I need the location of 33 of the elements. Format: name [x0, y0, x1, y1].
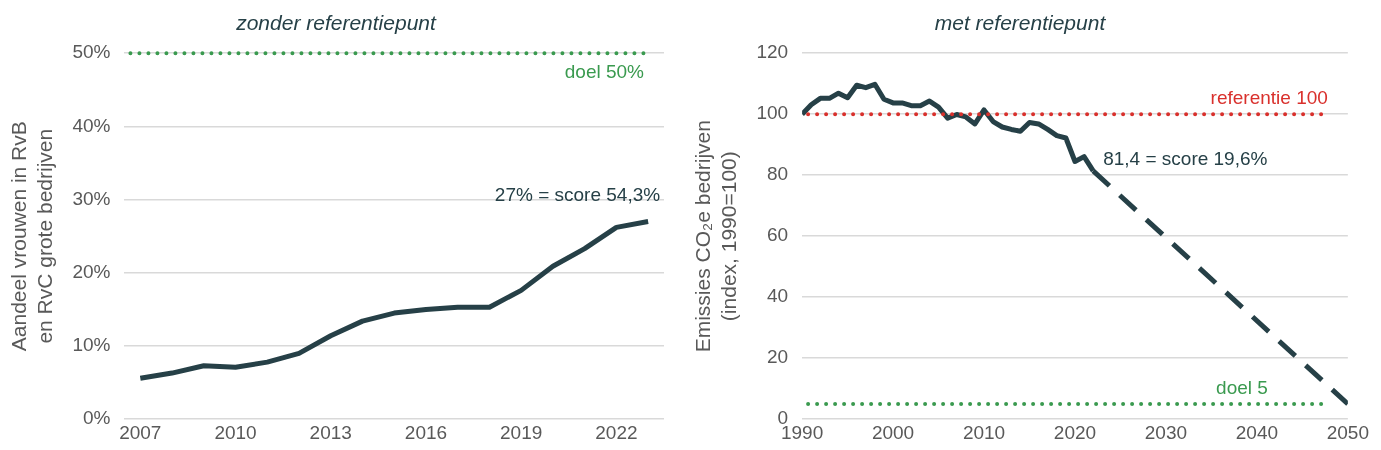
y-axis-title: Emissies CO₂e bedrijven (index, 1990=100) [691, 120, 740, 353]
y-tick-label: 40% [72, 114, 111, 136]
y-tick-label: 40 [766, 285, 789, 307]
y-tick-label: 30% [72, 187, 111, 209]
ref-line-label: doel 5 [1216, 376, 1268, 398]
x-tick-label: 2016 [404, 421, 448, 443]
y-tick-label: 10% [72, 334, 111, 356]
y-tick-label: 50% [72, 41, 111, 63]
y-tick-label: 100 [756, 102, 789, 124]
ref-line-label: referentie 100 [1210, 86, 1328, 108]
y-tick-label: 20 [766, 346, 789, 368]
x-tick-label: 2010 [214, 421, 257, 443]
y-tick-label: 60 [766, 224, 789, 246]
x-tick-label: 2022 [595, 421, 638, 443]
x-tick-label: 2010 [962, 421, 1006, 443]
y-tick-label: 20% [72, 261, 111, 283]
ref-line-label: doel 50% [564, 60, 645, 82]
chart-title: zonder referentiepunt [235, 11, 437, 35]
y-axis-title: Aandeel vrouwen in RvB en RvC grote bedrijven [7, 121, 56, 352]
x-tick-label: 2019 [500, 421, 543, 443]
y-tick-label: 120 [756, 41, 789, 63]
annotation: 27% = score 54,3% [494, 184, 661, 206]
x-tick-label: 2013 [309, 421, 352, 443]
x-tick-label: 2030 [1144, 421, 1188, 443]
chart-title: met referentiepunt [934, 11, 1107, 35]
x-tick-label: 2000 [871, 421, 915, 443]
x-tick-label: 2007 [119, 421, 162, 443]
annotation: 81,4 = score 19,6% [1103, 147, 1268, 169]
y-tick-label: 0% [82, 407, 111, 429]
x-tick-label: 2040 [1235, 421, 1279, 443]
x-tick-label: 2020 [1053, 421, 1097, 443]
y-tick-label: 80 [766, 163, 789, 185]
x-tick-label: 2050 [1326, 421, 1370, 443]
